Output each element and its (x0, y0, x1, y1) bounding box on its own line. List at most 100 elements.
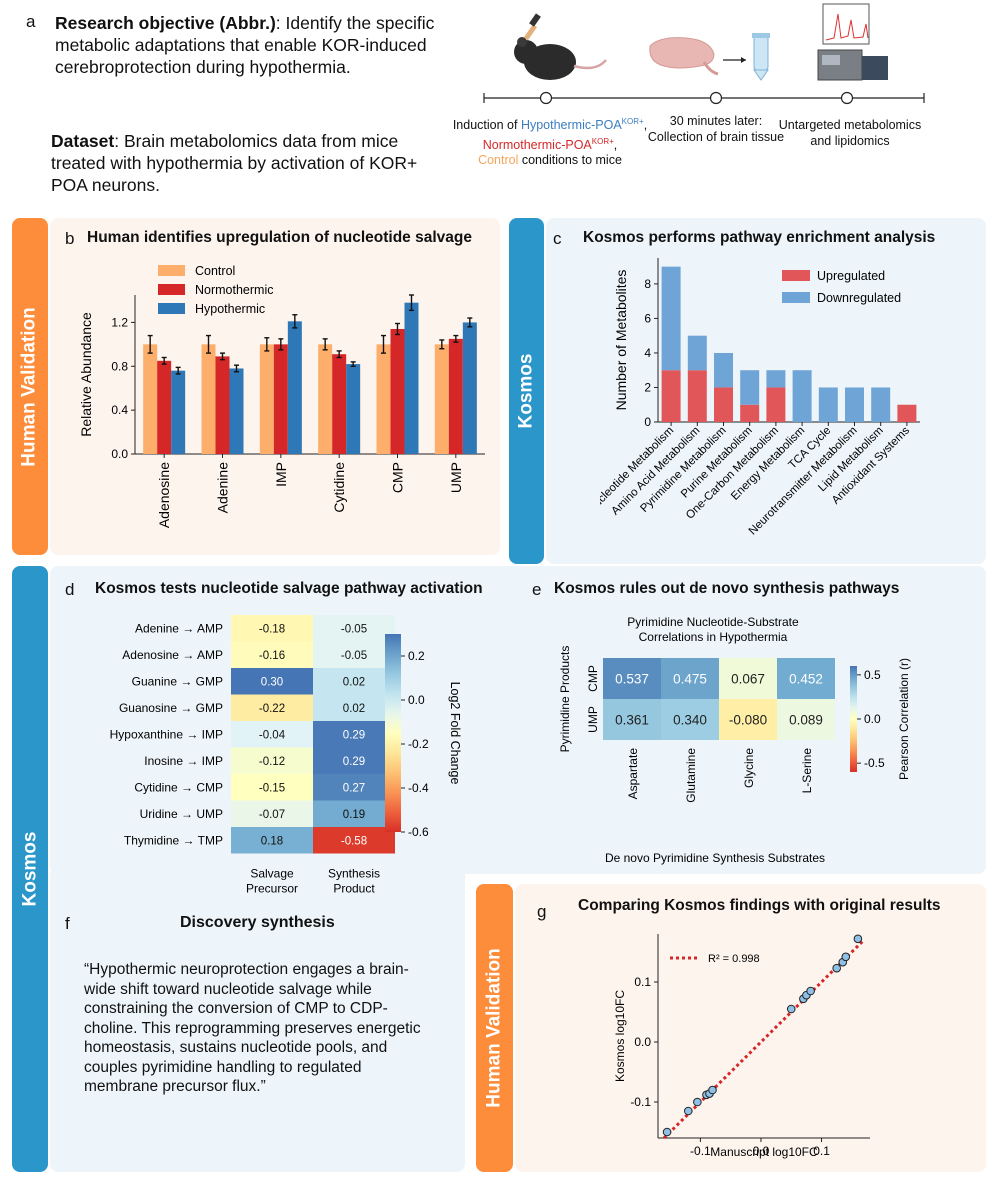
data-point (832, 963, 841, 973)
bar-downregulated (871, 387, 891, 422)
x-tick-label: Cytidine (331, 462, 347, 513)
mass-spec-icon (817, 3, 888, 81)
bar-downregulated (687, 335, 707, 371)
bar-hypothermic-adenosine (171, 370, 186, 454)
x-tick-label: CMP (390, 462, 406, 493)
column-label: Aspartate (626, 748, 640, 800)
cell-value: -0.12 (259, 756, 285, 768)
bar-downregulated (661, 266, 681, 371)
cell-value: 0.27 (343, 782, 365, 794)
panel-c-title: Kosmos performs pathway enrichment analy… (583, 229, 936, 246)
colorbar-label: Log2 Fold Change (448, 682, 462, 785)
y-tick-label: -0.1 (630, 1095, 651, 1109)
mouse-icon (514, 13, 607, 80)
panel-b-letter: b (65, 229, 75, 248)
row-label: Guanosine → GMP (119, 701, 223, 715)
cell-value: 0.02 (343, 676, 365, 688)
human-validation-tab-bottom: Human Validation (476, 884, 513, 1172)
correlation-heatmap: Pyrimidine Nucleotide-SubstrateCorrelati… (558, 615, 911, 865)
cell-value: 0.452 (789, 672, 823, 687)
tube-icon (752, 33, 770, 81)
objective-label: Research objective (Abbr.) (55, 13, 276, 33)
row-label: Hypoxanthine → IMP (110, 727, 223, 741)
cell-value: 0.340 (673, 713, 707, 728)
row-label: Adenosine → AMP (122, 648, 223, 662)
legend-label: R² = 0.998 (708, 953, 760, 965)
kosmos-tab-top: Kosmos (509, 218, 544, 564)
heatmap-cell (313, 615, 395, 642)
panel-f-background (50, 866, 465, 1172)
panel-e-title: Kosmos rules out de novo synthesis pathw… (554, 580, 900, 597)
bar-upregulated (714, 387, 733, 422)
bar-downregulated (845, 387, 864, 422)
row-label: CMP (586, 665, 600, 692)
cell-value: 0.18 (261, 835, 283, 847)
bar-control-ump (434, 344, 449, 454)
colorbar-tick-label: -0.6 (408, 825, 429, 839)
x-tick-label: IMP (273, 462, 289, 487)
data-point (853, 934, 863, 944)
panel-a-letter: a (26, 12, 36, 31)
column-label: L-Serine (800, 748, 814, 794)
heatmap-title: Correlations in Hypothermia (639, 630, 788, 644)
bar-control-imp (259, 344, 274, 454)
x-tick-label: -0.1 (690, 1144, 711, 1158)
relative-abundance-chart: 0.0 0.4 0.8 1.2 Relative Abundance Adenosine A… (78, 264, 485, 528)
panel-f-letter: f (65, 914, 70, 933)
cell-value: 0.475 (673, 672, 707, 687)
heatmap-cell (231, 615, 313, 642)
column-label: Glutamine (684, 748, 698, 803)
step-induction: Induction of Hypothermic-POAKOR+, Normot… (452, 117, 648, 168)
step-collection: 30 minutes later: Collection of brain tis… (647, 114, 785, 144)
row-label: Guanine → GMP (132, 674, 223, 688)
comparison-scatter: -0.1 0.0 0.1 -0.1 0.0 0.1 Kosmos log10FC Manusc… (613, 934, 870, 1159)
cell-value: 0.02 (343, 703, 365, 715)
bar-control-cmp (376, 344, 391, 454)
cell-value: -0.15 (259, 782, 285, 794)
legend-swatch (782, 270, 810, 281)
legend-label: Downregulated (817, 291, 901, 305)
data-point (662, 1127, 672, 1137)
cell-value: -0.07 (259, 809, 285, 821)
cell-value: -0.05 (341, 623, 367, 635)
salvage-heatmap: Adenine → AMP -0.18 -0.05 Adenosine → AMP -0… (110, 615, 462, 896)
heatmap-cell (231, 774, 313, 801)
bar-normothermic-imp (273, 344, 288, 454)
dataset-text: : Brain metabolomics data from mice trea… (51, 131, 418, 195)
data-point (683, 1106, 693, 1116)
heatmap-cell (231, 800, 313, 827)
panel-d-letter: d (65, 580, 75, 599)
cell-value: -0.05 (341, 650, 367, 662)
panel-f-title: Discovery synthesis (180, 914, 335, 931)
x-tick-label: Adenosine (156, 462, 172, 528)
colorbar-tick-label: 0.0 (408, 693, 425, 707)
bar-downregulated (740, 370, 760, 405)
colorbar-tick-label: 0.5 (864, 668, 881, 682)
bar-upregulated (661, 370, 681, 422)
heatmap-cell (777, 699, 835, 740)
research-objective: Research objective (Abbr.): Identify the… (55, 12, 455, 78)
y-tick-label: 0 (644, 415, 651, 429)
y-tick-label: 0.4 (111, 403, 128, 417)
bar-upregulated (740, 404, 760, 422)
colorbar-tick-label: -0.5 (864, 756, 885, 770)
objective-text: : Identify the specific metabolic adapta… (55, 13, 435, 77)
cell-value: -0.080 (729, 713, 767, 728)
data-point (693, 1097, 702, 1107)
heatmap-cell (231, 721, 313, 748)
legend-swatch (158, 265, 185, 276)
dataset-label: Dataset (51, 131, 115, 151)
y-tick-label: 2 (644, 380, 651, 394)
bar-normothermic-cmp (390, 328, 405, 454)
colorbar-tick-label: 0.0 (864, 712, 881, 726)
colorbar-tick-label: 0.2 (408, 649, 425, 663)
cell-value: -0.04 (259, 729, 286, 741)
colorbar-tick-label: -0.4 (408, 781, 429, 795)
x-axis-label: Manuscript log10FC (710, 1145, 818, 1159)
legend-label: Upregulated (817, 269, 885, 283)
panel-g-background (515, 884, 986, 1172)
column-label: Precursor (246, 882, 298, 896)
panel-g-letter: g (537, 902, 547, 921)
cell-value: 0.537 (615, 672, 649, 687)
